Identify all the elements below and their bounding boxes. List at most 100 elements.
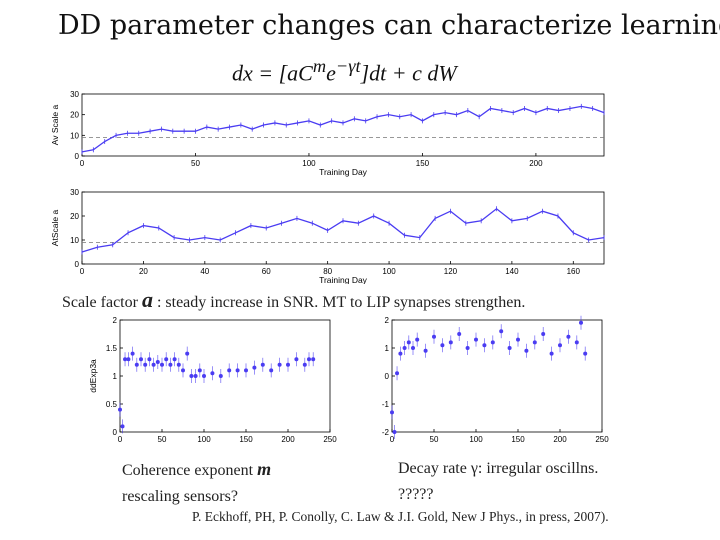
y-tick-label: 0	[75, 152, 80, 161]
equation-m: m	[312, 56, 327, 76]
x-tick-label: 50	[158, 435, 167, 444]
data-point	[181, 368, 185, 373]
equation-a: a	[287, 60, 299, 86]
data-point	[193, 374, 198, 378]
x-tick-label: 40	[200, 267, 209, 276]
data-point	[432, 334, 436, 339]
series-line	[81, 105, 605, 153]
decay-chart: 0 50 100 150 200 250 -2 -1 0 1 2	[382, 315, 609, 444]
data-point	[574, 340, 579, 345]
data-point	[218, 374, 223, 378]
y-tick-label: 20	[70, 212, 79, 221]
coherence-exponent-axes-box	[119, 319, 331, 433]
data-point	[390, 410, 394, 415]
av-scale-chart: 0 50 100 150 200 0 10 20 30 Training Day Av Scale …	[50, 90, 605, 177]
data-point	[311, 357, 316, 362]
data-point	[423, 348, 428, 353]
data-point	[307, 357, 311, 362]
data-point	[252, 365, 257, 370]
data-point	[172, 357, 177, 362]
coherence-line1: Coherence exponent	[122, 462, 254, 479]
at-scale-axes-box	[81, 191, 605, 265]
x-tick-label: 120	[444, 267, 458, 276]
data-point	[294, 357, 299, 362]
data-point	[457, 332, 462, 336]
equation-rhs: ]dt + c dW	[360, 60, 457, 86]
data-point	[465, 346, 470, 350]
data-point	[398, 351, 403, 356]
equation-C: C	[298, 60, 313, 86]
y-tick-label: 1	[385, 344, 390, 353]
data-point	[134, 362, 139, 367]
equation-exp: −γt	[335, 56, 361, 76]
y-axis-label: AtScale a	[50, 210, 60, 247]
x-tick-label: 160	[567, 267, 581, 276]
x-tick-label: 0	[80, 267, 85, 276]
x-axis-label: Training Day	[319, 167, 368, 177]
x-tick-label: 250	[595, 435, 609, 444]
data-point	[260, 362, 265, 367]
decay-line1: Decay rate γ: irregular oscillns.	[398, 460, 599, 477]
x-tick-label: 50	[430, 435, 439, 444]
x-tick-label: 100	[302, 159, 316, 168]
x-tick-label: 80	[323, 267, 332, 276]
data-point	[302, 362, 307, 367]
data-point	[197, 368, 202, 373]
at-scale-chart: 0 20 40 60 80 100 120 140 160 0 10 20 30 Training Day…	[50, 188, 605, 284]
coherence-symbol: m	[257, 459, 272, 479]
data-point	[202, 374, 206, 378]
y-tick-label: 2	[385, 316, 390, 325]
data-point	[579, 320, 583, 325]
av-scale-axes-box	[81, 93, 605, 157]
data-point	[168, 362, 173, 367]
x-tick-label: 0	[80, 159, 85, 168]
data-point	[244, 368, 248, 373]
coherence-chart: 0 50 100 150 200 250 0 0.5 1 1.5 2 ddExp3a	[88, 316, 337, 444]
coherence-line2: rescaling sensors?	[122, 488, 238, 505]
data-point	[176, 362, 181, 367]
equation-lhs: dx = [	[232, 60, 288, 86]
data-point	[126, 357, 131, 362]
data-point	[164, 357, 169, 362]
data-point	[189, 374, 194, 378]
y-tick-label: 0	[113, 428, 118, 437]
scale-caption: Scale factor a : steady increase in SNR.…	[62, 287, 525, 313]
data-point	[155, 360, 160, 364]
scale-symbol: a	[141, 287, 153, 312]
y-tick-label: 30	[70, 188, 79, 197]
data-point	[139, 357, 143, 362]
data-point	[395, 371, 400, 376]
data-point	[448, 340, 453, 345]
y-tick-label: -2	[382, 428, 390, 437]
y-tick-label: 10	[70, 131, 79, 140]
data-point	[269, 368, 274, 373]
data-point	[151, 362, 156, 367]
data-point	[499, 329, 504, 334]
data-point	[392, 430, 397, 434]
data-point	[235, 368, 240, 373]
decay-line2: ?????	[398, 486, 434, 503]
y-axis-label: ddExp3a	[88, 359, 98, 393]
y-tick-label: 0	[75, 260, 80, 269]
y-tick-label: 1.5	[106, 344, 118, 353]
data-point	[583, 351, 588, 356]
y-tick-label: 30	[70, 90, 79, 99]
x-tick-label: 200	[553, 435, 567, 444]
data-point	[286, 362, 290, 367]
x-tick-label: 200	[281, 435, 295, 444]
y-tick-label: 0	[385, 372, 390, 381]
data-point	[120, 424, 125, 429]
data-point	[402, 346, 407, 350]
data-point	[210, 371, 215, 376]
y-tick-label: 1	[113, 372, 118, 381]
x-tick-label: 100	[197, 435, 211, 444]
data-point	[482, 343, 487, 348]
citation: P. Eckhoff, PH, P. Conolly, C. Law & J.I…	[192, 509, 609, 524]
x-tick-label: 50	[191, 159, 200, 168]
x-tick-label: 100	[469, 435, 483, 444]
x-tick-label: 100	[382, 267, 396, 276]
data-point	[411, 346, 415, 350]
y-tick-label: -1	[382, 400, 390, 409]
y-tick-label: 20	[70, 111, 79, 120]
x-tick-label: 0	[118, 435, 123, 444]
